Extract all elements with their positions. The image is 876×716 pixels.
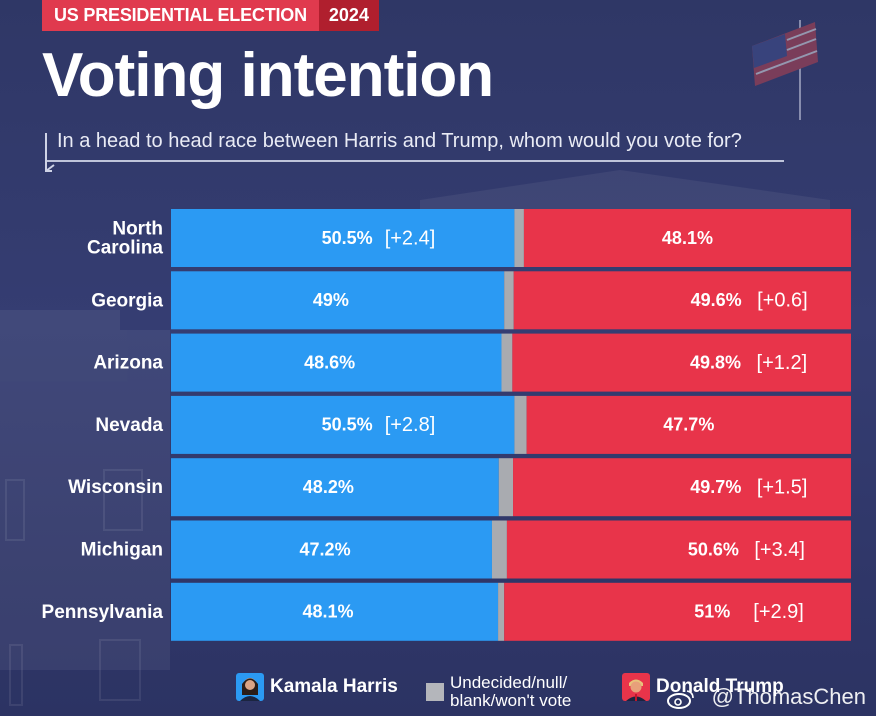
subtitle-bracket-icon — [45, 133, 784, 172]
trump-avatar-icon — [622, 673, 650, 701]
tag-year: 2024 — [318, 0, 379, 31]
category-label-3: Nevada — [95, 415, 163, 436]
legend-undecided-line1: Undecided/null/ — [450, 673, 568, 692]
weibo-icon — [667, 690, 694, 709]
data-label-harris-4: 48.2% — [303, 477, 354, 497]
legend: Kamala Harris Undecided/null/ blank/won'… — [0, 670, 876, 716]
data-label-trump-2: 49.8% — [690, 352, 741, 372]
category-label-4: Wisconsin — [68, 477, 163, 498]
bar-undecided-5 — [491, 520, 507, 579]
legend-item-undecided: Undecided/null/ blank/won't vote — [426, 674, 571, 710]
bar-harris-3 — [171, 395, 515, 454]
data-label-harris-1: 49% — [313, 290, 349, 310]
category-label-1: Georgia — [91, 290, 163, 311]
margin-label-trump-4: [+1.5] — [757, 476, 808, 498]
category-label-6: Pennsylvania — [42, 602, 164, 623]
margin-label-trump-6: [+2.9] — [753, 601, 804, 623]
data-label-harris-0: 50.5% — [322, 228, 373, 248]
legend-label-harris: Kamala Harris — [270, 676, 398, 697]
data-label-harris-3: 50.5% — [322, 415, 373, 435]
bar-undecided-0 — [514, 209, 524, 267]
bar-trump-1 — [513, 271, 851, 330]
margin-label-harris-3: [+2.8] — [385, 414, 436, 436]
bar-undecided-3 — [514, 395, 527, 454]
data-label-trump-3: 47.7% — [663, 415, 714, 435]
legend-undecided-line2: blank/won't vote — [450, 691, 572, 710]
bar-trump-4 — [513, 458, 851, 517]
bar-undecided-2 — [501, 333, 513, 392]
data-label-harris-6: 48.1% — [302, 602, 353, 622]
bar-undecided-6 — [498, 582, 505, 641]
category-label-0-1: Carolina — [87, 238, 163, 259]
margin-label-harris-0: [+2.4] — [385, 227, 436, 249]
category-label-0-0: North — [112, 219, 163, 240]
bar-trump-0 — [523, 209, 851, 267]
bar-harris-6 — [171, 582, 499, 641]
data-label-trump-4: 49.7% — [690, 477, 741, 497]
election-tag: US PRESIDENTIAL ELECTION 2024 — [42, 0, 379, 31]
margin-label-trump-1: [+0.6] — [757, 290, 808, 312]
bar-trump-2 — [512, 333, 851, 392]
bar-harris-0 — [171, 209, 515, 267]
margin-label-trump-2: [+1.2] — [757, 352, 808, 374]
data-label-trump-1: 49.6% — [691, 290, 742, 310]
bar-harris-1 — [171, 271, 505, 330]
bar-trump-5 — [506, 520, 851, 579]
data-label-trump-5: 50.6% — [688, 539, 739, 559]
data-label-trump-0: 48.1% — [662, 228, 713, 248]
data-label-trump-6: 51% — [694, 602, 730, 622]
undecided-swatch — [426, 683, 444, 701]
bar-trump-6 — [504, 582, 851, 641]
data-label-harris-2: 48.6% — [304, 352, 355, 372]
bar-harris-4 — [171, 458, 499, 517]
margin-label-trump-5: [+3.4] — [754, 539, 805, 561]
bar-harris-2 — [171, 333, 502, 392]
bar-undecided-1 — [504, 271, 514, 330]
category-label-5: Michigan — [81, 540, 163, 561]
legend-item-harris: Kamala Harris — [236, 673, 398, 701]
watermark: @ThomasChen — [711, 684, 866, 709]
category-label-2: Arizona — [93, 353, 163, 374]
bar-harris-5 — [171, 520, 492, 579]
subtitle: In a head to head race between Harris an… — [57, 130, 742, 152]
bar-undecided-4 — [498, 458, 514, 517]
tag-label: US PRESIDENTIAL ELECTION — [42, 0, 319, 31]
page-title: Voting intention — [42, 41, 494, 110]
data-label-harris-5: 47.2% — [300, 539, 351, 559]
legend-label-undecided: Undecided/null/ blank/won't vote — [450, 674, 571, 710]
bar-trump-3 — [526, 395, 851, 454]
harris-avatar-icon — [236, 673, 264, 701]
